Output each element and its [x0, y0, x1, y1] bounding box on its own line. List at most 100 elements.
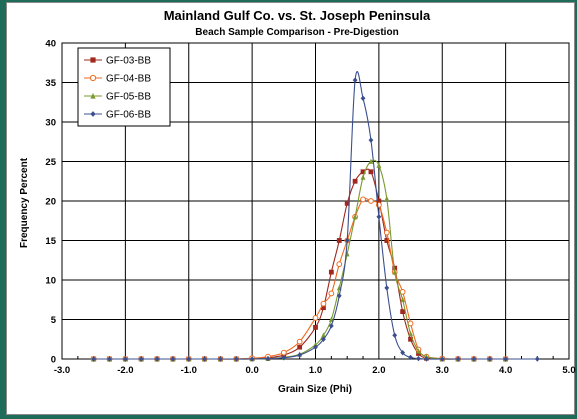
- data-point: [90, 92, 96, 99]
- data-point: [383, 229, 390, 236]
- data-point: [400, 296, 406, 303]
- y-tick-label: 35: [45, 78, 56, 89]
- data-point: [297, 352, 303, 358]
- legend-item: GF-06-BB: [84, 110, 151, 121]
- data-point: [328, 290, 335, 297]
- data-point: [503, 356, 509, 362]
- legend-item: GF-05-BB: [84, 92, 151, 103]
- data-point: [344, 237, 350, 244]
- y-tick-label: 20: [45, 197, 56, 208]
- data-point: [368, 158, 374, 164]
- data-point: [487, 356, 493, 362]
- x-tick-label: 4.0: [499, 365, 512, 376]
- data-point: [408, 336, 413, 342]
- data-point: [392, 269, 398, 275]
- data-point: [249, 356, 255, 362]
- legend-label: GF-06-BB: [106, 110, 151, 121]
- data-point: [90, 111, 96, 117]
- y-tick-label: 40: [45, 39, 56, 50]
- data-point: [471, 356, 477, 362]
- data-point: [400, 309, 406, 314]
- data-point: [336, 293, 342, 299]
- data-point: [376, 198, 382, 204]
- data-point: [360, 196, 366, 203]
- data-point: [321, 305, 326, 311]
- data-point: [281, 355, 287, 361]
- data-point: [320, 300, 327, 307]
- data-point: [297, 344, 303, 350]
- data-point: [344, 200, 350, 206]
- x-axis-label: Grain Size (Phi): [278, 384, 352, 395]
- data-point: [89, 74, 97, 82]
- data-point: [328, 269, 334, 275]
- data-point: [408, 330, 413, 337]
- data-point: [352, 77, 358, 83]
- data-point: [534, 356, 540, 362]
- x-tick-label: 0.0: [246, 365, 259, 376]
- y-tick-label: 0: [51, 355, 56, 366]
- data-point: [455, 356, 461, 362]
- data-point: [312, 315, 319, 321]
- data-point: [328, 323, 334, 329]
- data-point: [90, 57, 96, 63]
- data-point: [233, 356, 239, 362]
- y-tick-label: 5: [51, 315, 57, 326]
- data-point: [360, 174, 366, 180]
- legend-label: GF-05-BB: [106, 92, 151, 103]
- legend-label: GF-04-BB: [106, 74, 151, 85]
- x-tick-label: 5.0: [562, 365, 575, 376]
- legend-label: GF-03-BB: [106, 56, 151, 67]
- data-point: [384, 285, 390, 291]
- data-point: [416, 348, 421, 354]
- x-tick-label: 3.0: [436, 365, 449, 376]
- data-point: [360, 95, 366, 101]
- x-tick-label: -3.0: [54, 365, 70, 376]
- data-point: [400, 349, 406, 356]
- data-point: [439, 356, 445, 362]
- data-point: [368, 137, 374, 143]
- data-point: [218, 356, 223, 362]
- data-point: [154, 356, 160, 362]
- x-tick-label: 2.0: [372, 365, 385, 376]
- legend-item: GF-03-BB: [84, 56, 151, 67]
- data-point: [392, 332, 398, 338]
- x-tick-label: -2.0: [117, 365, 133, 376]
- data-point: [313, 325, 318, 330]
- data-point: [321, 332, 326, 338]
- tick-labels: -3.0 -2.0 -1.0 0.0 1.0 2.0 3.0 4.0 5.0 0 5 10 15 20 25…: [45, 39, 575, 377]
- data-point: [424, 356, 429, 362]
- x-tick-label: -1.0: [181, 365, 197, 376]
- data-point: [328, 316, 334, 322]
- data-point: [416, 355, 421, 362]
- data-point: [107, 356, 112, 362]
- data-point: [408, 354, 413, 361]
- data-point: [122, 356, 128, 362]
- data-point: [368, 169, 374, 175]
- y-tick-label: 25: [45, 157, 56, 168]
- data-point: [352, 178, 358, 184]
- data-point: [384, 238, 390, 243]
- chart: Mainland Gulf Co. vs. St. Joseph Peninsu…: [19, 8, 576, 395]
- series-layer: [90, 71, 540, 362]
- chart-subtitle: Beach Sample Comparison - Pre-Digestion: [195, 27, 398, 38]
- data-point: [202, 356, 207, 362]
- chart-frame: Mainland Gulf Co. vs. St. Joseph Peninsu…: [6, 2, 576, 415]
- data-point: [352, 213, 358, 220]
- data-point: [138, 356, 144, 362]
- legend: GF-03-BB GF-04-BB GF-05-BB GF-06-BB: [77, 47, 171, 127]
- data-point: [280, 349, 287, 356]
- y-axis-label: Frequency Percent: [19, 157, 30, 248]
- legend-item: GF-04-BB: [84, 74, 151, 85]
- data-point: [265, 355, 271, 362]
- data-point: [336, 261, 343, 268]
- data-point: [360, 169, 366, 175]
- gridlines: [62, 43, 569, 359]
- data-point: [376, 214, 382, 220]
- data-point: [336, 238, 342, 243]
- y-tick-label: 15: [45, 236, 56, 247]
- data-point: [313, 344, 318, 350]
- y-tick-label: 10: [45, 276, 56, 287]
- series-GF-06-BB: [91, 71, 540, 362]
- data-point: [91, 356, 97, 362]
- data-point: [186, 356, 192, 362]
